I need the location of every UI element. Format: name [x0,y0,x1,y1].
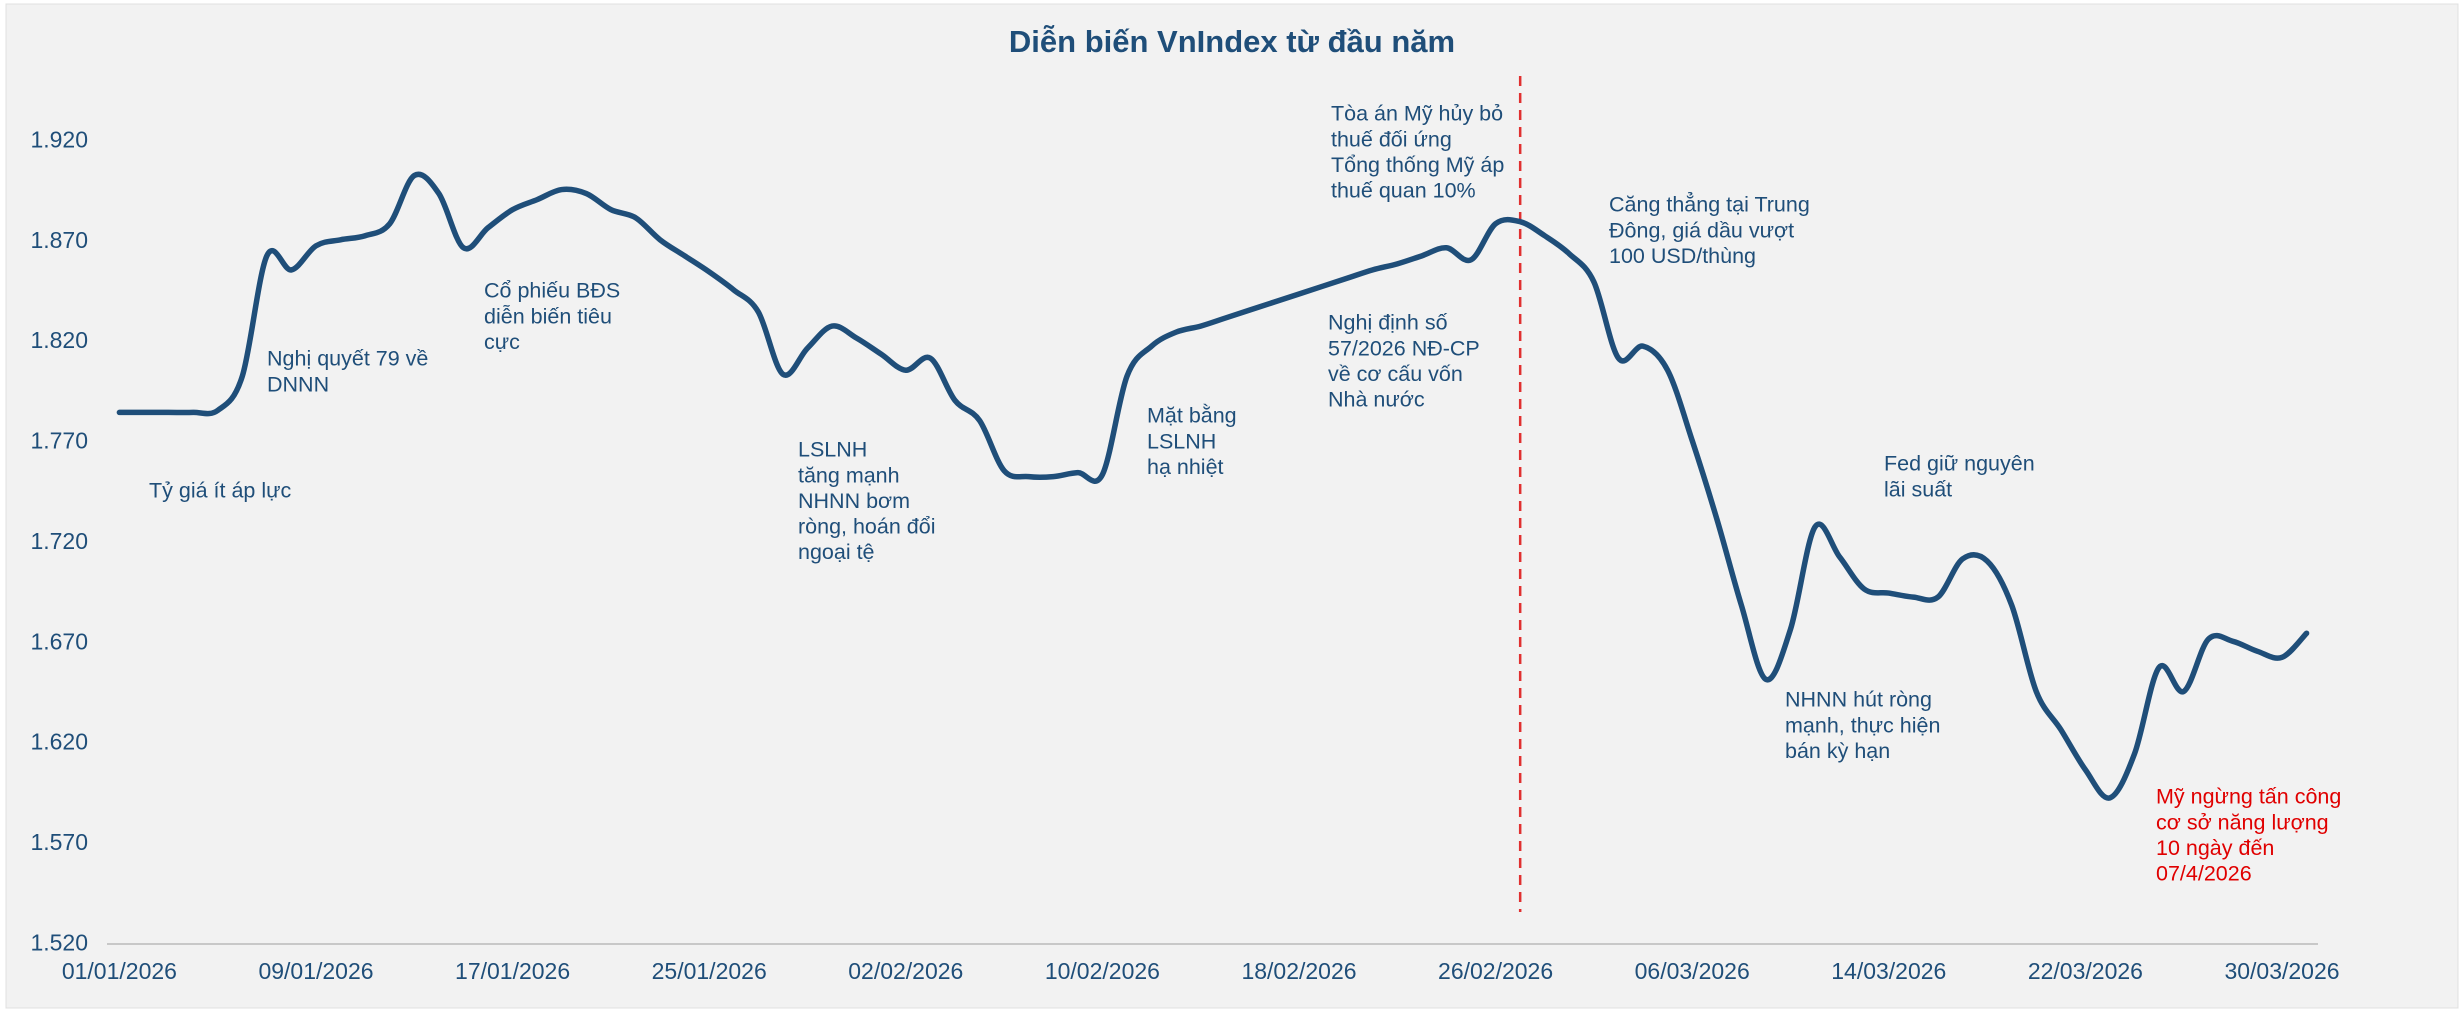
x-tick-label: 14/03/2026 [1831,958,1946,984]
annotation: lãi suất [1884,477,1952,501]
annotation: Nghị định số [1328,311,1448,335]
y-tick-label: 1.620 [30,729,88,755]
y-tick-label: 1.920 [30,126,88,152]
annotation: mạnh, thực hiện [1785,713,1940,737]
annotation: Cổ phiếu BĐS [484,279,620,303]
annotation: thuế quan 10% [1331,178,1476,202]
annotation: NHNN bơm [798,489,910,513]
annotation: DNNN [267,372,329,396]
annotation: Fed giữ nguyên [1884,452,2035,476]
annotation: NHNN hút ròng [1785,688,1932,712]
chart-title: Diễn biến VnIndex từ đầu năm [1009,24,1455,59]
annotation: bán kỳ hạn [1785,739,1890,763]
y-tick-label: 1.670 [30,628,88,654]
annotation: về cơ cấu vốn [1328,362,1463,386]
y-tick-label: 1.520 [30,929,88,955]
x-tick-label: 30/03/2026 [2224,958,2339,984]
annotation: 100 USD/thùng [1609,244,1756,268]
annotation: Mỹ ngừng tấn công [2156,785,2341,809]
y-tick-label: 1.720 [30,528,88,554]
annotation: Đông, giá dầu vượt [1609,218,1794,242]
chart-background [5,3,2459,1009]
x-tick-label: 10/02/2026 [1045,958,1160,984]
annotation: cực [484,330,520,354]
series-line [116,171,2310,801]
y-tick-label: 1.570 [30,829,88,855]
x-tick-label: 22/03/2026 [2028,958,2143,984]
annotation: Tổng thống Mỹ áp [1331,153,1504,177]
annotation: Mặt bằng [1147,403,1237,428]
annotation: Tỷ giá ít áp lực [149,479,291,503]
annotation: LSLNH [798,438,867,462]
x-tick-label: 06/03/2026 [1635,958,1750,984]
annotation: 10 ngày đến [2156,836,2274,860]
annotation: Tòa án Mỹ hủy bỏ [1331,102,1503,126]
x-tick-label: 26/02/2026 [1438,958,1553,984]
x-tick-label: 02/02/2026 [848,958,963,984]
x-tick-label: 01/01/2026 [62,958,177,984]
annotation: ròng, hoán đổi [798,514,935,538]
annotation: Nhà nước [1328,387,1425,411]
annotation: Nghị quyết 79 về [267,347,428,371]
annotation: 07/4/2026 [2156,861,2252,885]
annotation: diễn biến tiêu [484,303,612,328]
annotation: 57/2026 NĐ-CP [1328,336,1480,360]
x-tick-label: 17/01/2026 [455,958,570,984]
annotation: Căng thẳng tại Trung [1609,192,1810,217]
annotation: tăng mạnh [798,463,900,487]
x-tick-label: 18/02/2026 [1241,958,1356,984]
annotation: thuế đối ứng [1331,127,1452,151]
annotation: ngoại tệ [798,540,875,564]
y-tick-label: 1.820 [30,327,88,353]
annotation: cơ sở năng lượng [2156,810,2329,834]
annotation: hạ nhiệt [1147,455,1224,479]
x-tick-label: 25/01/2026 [652,958,767,984]
y-tick-label: 1.770 [30,428,88,454]
x-tick-label: 09/01/2026 [258,958,373,984]
annotation: LSLNH [1147,429,1216,453]
y-tick-label: 1.870 [30,227,88,253]
